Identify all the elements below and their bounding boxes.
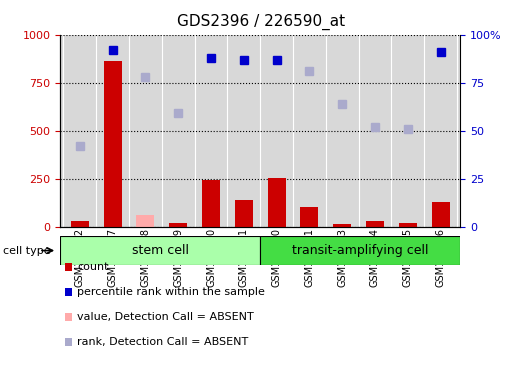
Bar: [399, 223, 417, 227]
Text: rank, Detection Call = ABSENT: rank, Detection Call = ABSENT: [77, 337, 248, 347]
Bar: [169, 223, 187, 227]
Text: stem cell: stem cell: [132, 244, 189, 257]
Text: count: count: [77, 262, 108, 272]
Bar: [71, 221, 89, 227]
Bar: [333, 223, 351, 227]
Text: value, Detection Call = ABSENT: value, Detection Call = ABSENT: [77, 312, 254, 322]
Bar: [60, 236, 260, 265]
Bar: [202, 180, 220, 227]
Bar: [268, 178, 286, 227]
Text: cell type: cell type: [3, 245, 50, 256]
Text: GDS2396 / 226590_at: GDS2396 / 226590_at: [177, 13, 346, 30]
Text: percentile rank within the sample: percentile rank within the sample: [77, 287, 265, 297]
Bar: [431, 202, 450, 227]
Bar: [260, 236, 460, 265]
Bar: [300, 207, 319, 227]
Bar: [235, 200, 253, 227]
Bar: [104, 61, 122, 227]
Bar: [137, 215, 154, 227]
Text: transit-amplifying cell: transit-amplifying cell: [292, 244, 428, 257]
Bar: [366, 221, 384, 227]
